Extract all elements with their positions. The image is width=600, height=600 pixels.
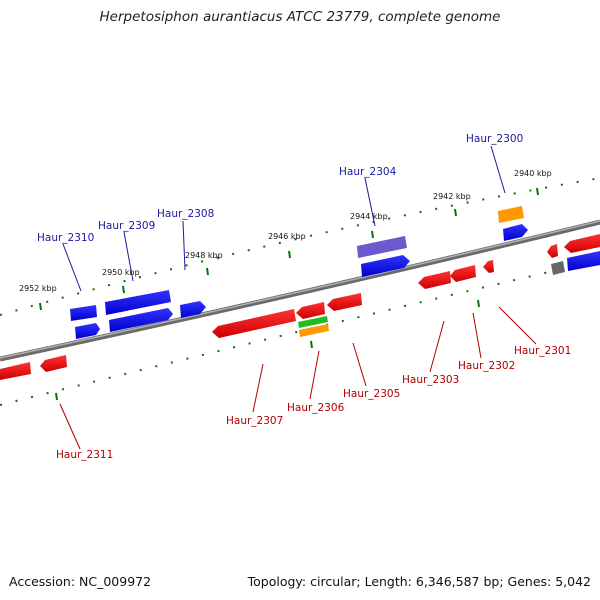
kbp-label-2948: 2948 kbp: [185, 251, 223, 260]
gene-label-haur-2303[interactable]: Haur_2303: [402, 374, 459, 386]
kbp-label-2950: 2950 kbp: [102, 268, 140, 277]
gene-label-haur-2302[interactable]: Haur_2302: [458, 360, 515, 372]
bottom-callouts: [59, 306, 537, 450]
gene-feature[interactable]: [180, 301, 206, 318]
gene-feature[interactable]: [299, 324, 329, 337]
gene-label-haur-2305[interactable]: Haur_2305: [343, 388, 400, 400]
gene-feature[interactable]: [361, 255, 410, 277]
top-callouts: [62, 145, 506, 292]
gene-label-haur-2304[interactable]: Haur_2304: [339, 166, 397, 178]
genome-backbone: [0, 219, 600, 362]
gene-feature[interactable]: [105, 290, 171, 315]
gene-feature[interactable]: [296, 302, 325, 319]
gene-feature[interactable]: [503, 224, 528, 241]
accession-label: Accession: NC_009972: [9, 574, 152, 589]
gene-feature[interactable]: [70, 305, 97, 321]
gene-label-haur-2309[interactable]: Haur_2309: [98, 220, 155, 232]
gene-feature[interactable]: [498, 206, 524, 223]
gene-feature[interactable]: [418, 271, 451, 289]
gene-feature[interactable]: [551, 261, 565, 275]
gene-feature[interactable]: [212, 309, 296, 338]
major-ticks: [39, 187, 539, 401]
gene-label-haur-2308[interactable]: Haur_2308: [157, 208, 214, 220]
gene-feature[interactable]: [40, 355, 67, 372]
gene-label-haur-2311[interactable]: Haur_2311: [56, 449, 113, 461]
gene-feature[interactable]: [567, 251, 600, 271]
gene-label-haur-2301[interactable]: Haur_2301: [514, 345, 571, 357]
gene-label-haur-2306[interactable]: Haur_2306: [287, 402, 345, 414]
gene-feature[interactable]: [564, 234, 600, 253]
kbp-label-2952: 2952 kbp: [19, 284, 57, 293]
genome-summary: Topology: circular; Length: 6,346,587 bp…: [247, 574, 591, 589]
gene-feature[interactable]: [327, 293, 362, 311]
plus-strand-genes: [70, 206, 600, 339]
kbp-label-2944: 2944 kbp: [350, 212, 388, 221]
gene-feature[interactable]: [298, 316, 328, 328]
gene-feature[interactable]: [547, 244, 558, 258]
kbp-label-2942: 2942 kbp: [433, 192, 471, 201]
gene-feature[interactable]: [450, 265, 476, 282]
gene-label-haur-2307[interactable]: Haur_2307: [226, 415, 283, 427]
gene-feature[interactable]: [483, 260, 494, 273]
gene-label-haur-2310[interactable]: Haur_2310: [37, 232, 94, 244]
kbp-label-2946: 2946 kbp: [268, 232, 306, 241]
map-title: Herpetosiphon aurantiacus ATCC 23779, co…: [99, 9, 501, 25]
gene-feature[interactable]: [109, 308, 173, 332]
gene-label-haur-2300[interactable]: Haur_2300: [466, 133, 523, 145]
gene-feature[interactable]: [357, 236, 407, 258]
kbp-label-2940: 2940 kbp: [514, 169, 552, 178]
gene-feature[interactable]: [75, 323, 100, 339]
gene-feature[interactable]: [0, 362, 31, 380]
minus-strand-genes: [0, 234, 600, 380]
